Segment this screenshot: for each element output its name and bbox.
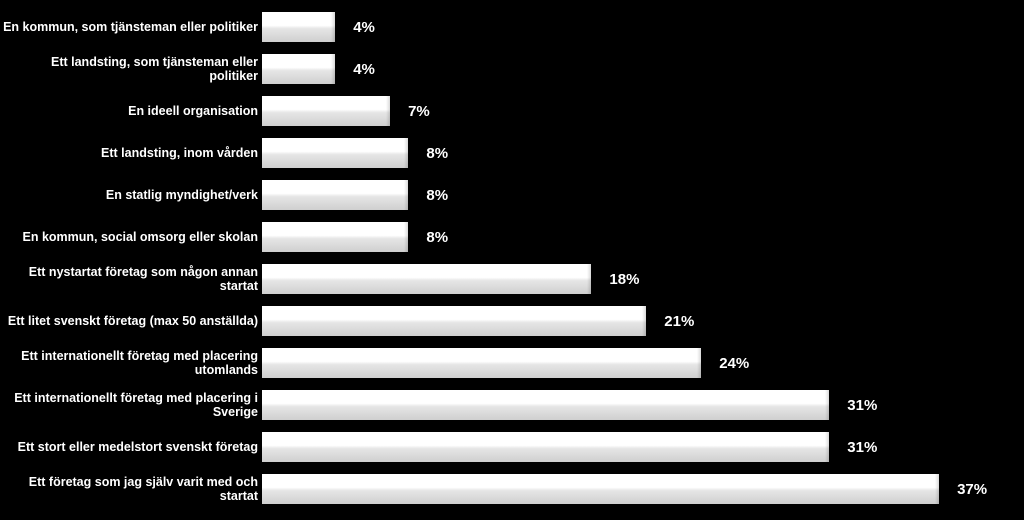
- category-label-text: Ett landsting, inom vården: [101, 146, 258, 160]
- value-label: 7%: [408, 103, 430, 120]
- chart-row: Ett företag som jag själv varit med och …: [0, 468, 994, 510]
- chart-row: En statlig myndighet/verk 8%: [0, 174, 994, 216]
- bar: [262, 474, 939, 504]
- category-label: En statlig myndighet/verk: [0, 188, 262, 202]
- bar: [262, 180, 408, 210]
- bar-cell: 4%: [262, 48, 994, 90]
- bar-cell: 8%: [262, 216, 994, 258]
- bar: [262, 348, 701, 378]
- bar-cell: 4%: [262, 6, 994, 48]
- value-label: 24%: [719, 355, 749, 372]
- category-label-text: Ett internationellt företag med placerin…: [0, 349, 258, 378]
- bar-cell: 31%: [262, 384, 994, 426]
- value-label: 8%: [426, 187, 448, 204]
- bar-cell: 8%: [262, 132, 994, 174]
- chart-row: Ett litet svenskt företag (max 50 anstäl…: [0, 300, 994, 342]
- bar-cell: 7%: [262, 90, 994, 132]
- bar-cell: 24%: [262, 342, 994, 384]
- bar: [262, 54, 335, 84]
- value-label: 37%: [957, 481, 987, 498]
- chart-row: En ideell organisation 7%: [0, 90, 994, 132]
- bar: [262, 306, 646, 336]
- chart-row: Ett nystartat företag som någon annan st…: [0, 258, 994, 300]
- bar: [262, 432, 829, 462]
- bar: [262, 138, 408, 168]
- chart-row: Ett landsting, som tjänsteman eller poli…: [0, 48, 994, 90]
- category-label-text: Ett stort eller medelstort svenskt föret…: [18, 440, 258, 454]
- category-label-text: En ideell organisation: [128, 104, 258, 118]
- bar: [262, 390, 829, 420]
- bar-cell: 37%: [262, 468, 994, 510]
- category-label-text: En statlig myndighet/verk: [106, 188, 258, 202]
- category-label: Ett nystartat företag som någon annan st…: [0, 265, 262, 294]
- value-label: 8%: [426, 229, 448, 246]
- bar-cell: 21%: [262, 300, 994, 342]
- category-label: En ideell organisation: [0, 104, 262, 118]
- bar: [262, 264, 591, 294]
- category-label: Ett internationellt företag med placerin…: [0, 349, 262, 378]
- horizontal-bar-chart: En kommun, som tjänsteman eller politike…: [0, 0, 1024, 520]
- chart-row: Ett internationellt företag med placerin…: [0, 342, 994, 384]
- value-label: 31%: [847, 397, 877, 414]
- bar: [262, 96, 390, 126]
- value-label: 8%: [426, 145, 448, 162]
- value-label: 4%: [353, 19, 375, 36]
- category-label-text: En kommun, som tjänsteman eller politike…: [3, 20, 258, 34]
- bar: [262, 12, 335, 42]
- value-label: 4%: [353, 61, 375, 78]
- category-label-text: Ett företag som jag själv varit med och …: [0, 475, 258, 504]
- chart-row: Ett internationellt företag med placerin…: [0, 384, 994, 426]
- category-label-text: En kommun, social omsorg eller skolan: [23, 230, 259, 244]
- value-label: 21%: [664, 313, 694, 330]
- category-label: Ett stort eller medelstort svenskt föret…: [0, 440, 262, 454]
- bar-cell: 18%: [262, 258, 994, 300]
- category-label: Ett landsting, inom vården: [0, 146, 262, 160]
- category-label: Ett företag som jag själv varit med och …: [0, 475, 262, 504]
- chart-row: Ett stort eller medelstort svenskt föret…: [0, 426, 994, 468]
- value-label: 31%: [847, 439, 877, 456]
- category-label: Ett internationellt företag med placerin…: [0, 391, 262, 420]
- bar: [262, 222, 408, 252]
- category-label: Ett landsting, som tjänsteman eller poli…: [0, 55, 262, 84]
- bar-cell: 8%: [262, 174, 994, 216]
- category-label-text: Ett internationellt företag med placerin…: [0, 391, 258, 420]
- category-label: Ett litet svenskt företag (max 50 anstäl…: [0, 314, 262, 328]
- value-label: 18%: [609, 271, 639, 288]
- chart-row: Ett landsting, inom vården 8%: [0, 132, 994, 174]
- category-label-text: Ett litet svenskt företag (max 50 anstäl…: [8, 314, 258, 328]
- bar-cell: 31%: [262, 426, 994, 468]
- category-label: En kommun, social omsorg eller skolan: [0, 230, 262, 244]
- category-label: En kommun, som tjänsteman eller politike…: [0, 20, 262, 34]
- chart-row: En kommun, social omsorg eller skolan 8%: [0, 216, 994, 258]
- chart-row: En kommun, som tjänsteman eller politike…: [0, 6, 994, 48]
- category-label-text: Ett nystartat företag som någon annan st…: [0, 265, 258, 294]
- category-label-text: Ett landsting, som tjänsteman eller poli…: [0, 55, 258, 84]
